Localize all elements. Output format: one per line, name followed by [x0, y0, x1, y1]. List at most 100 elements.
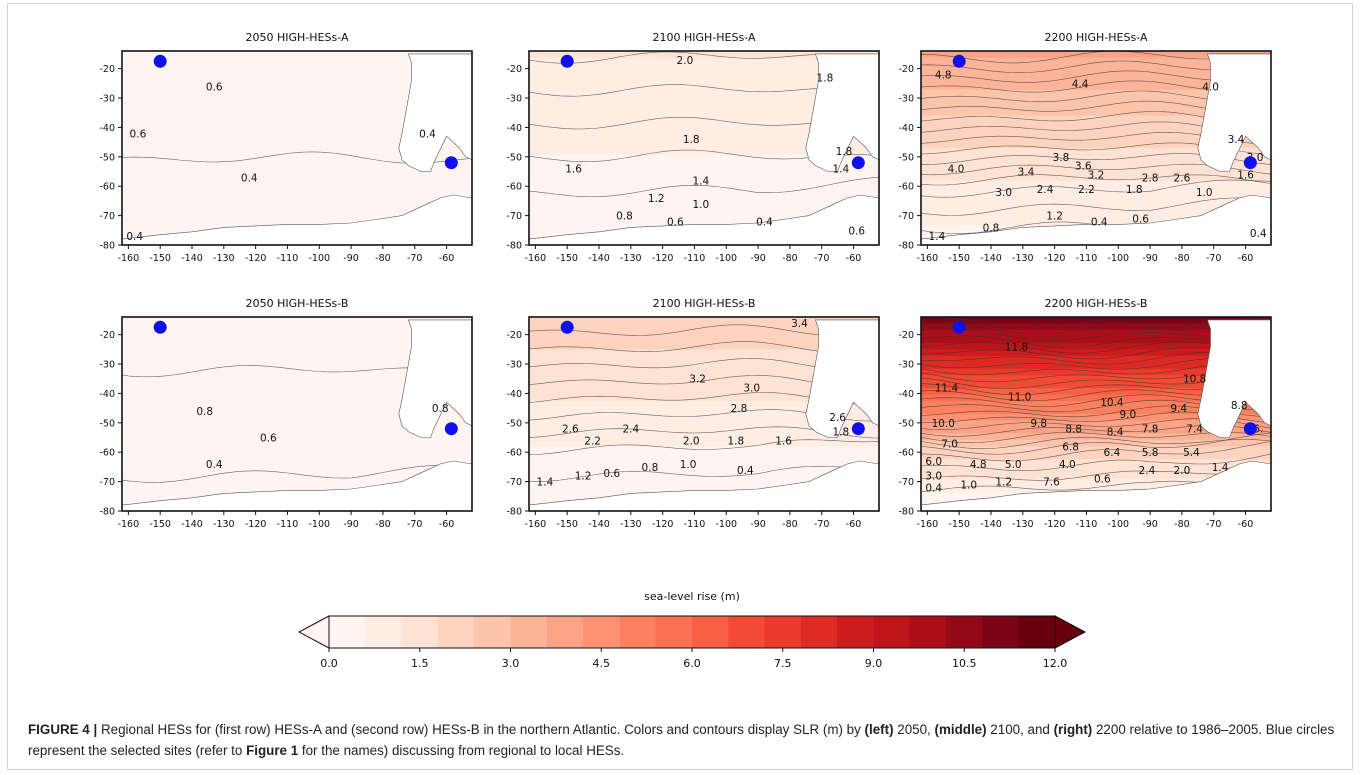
- y-tick-label: -40: [99, 123, 115, 134]
- sea-level-band: [122, 394, 472, 402]
- sea-level-band: [529, 452, 879, 460]
- contour-label: 0.6: [667, 216, 684, 228]
- sea-level-band: [529, 102, 879, 110]
- x-tick-label: -130: [213, 253, 235, 264]
- x-tick-label: -140: [181, 253, 203, 264]
- colorbar-swatch: [474, 616, 511, 648]
- y-tick-label: -60: [506, 448, 522, 459]
- colorbar-tick-label: 9.0: [865, 657, 883, 670]
- x-tick-label: -110: [684, 253, 706, 264]
- sea-level-band: [122, 199, 472, 207]
- x-tick-label: -110: [277, 519, 299, 530]
- x-tick-label: -150: [149, 519, 171, 530]
- south-america-land: [1197, 53, 1271, 172]
- sea-level-band: [529, 433, 879, 441]
- contour-label: 1.2: [575, 471, 592, 483]
- contour-line: [921, 432, 1271, 455]
- contour-label: 8.8: [1231, 400, 1248, 412]
- sea-level-band: [122, 478, 472, 486]
- contour-line: [529, 466, 879, 483]
- sea-level-band: [921, 219, 1271, 227]
- sea-level-band: [529, 478, 879, 486]
- contour-label: 6.: [1253, 424, 1263, 436]
- sea-level-band: [529, 96, 879, 104]
- x-tick-label: -70: [407, 519, 423, 530]
- sea-level-band: [921, 89, 1271, 97]
- sea-level-band: [921, 478, 1271, 486]
- x-tick-label: -80: [1174, 519, 1190, 530]
- y-tick-label: -40: [506, 389, 522, 400]
- sea-level-band: [122, 407, 472, 415]
- y-tick-label: -80: [99, 507, 115, 518]
- y-tick-label: -40: [99, 389, 115, 400]
- sea-level-band: [122, 63, 472, 71]
- contour-line: [921, 174, 1271, 186]
- y-tick-label: -30: [99, 94, 115, 105]
- contour-label: 10.4: [1100, 397, 1124, 409]
- sea-level-band: [921, 368, 1271, 376]
- panel-title: 2200 HIGH-HESs-A: [1045, 31, 1148, 44]
- contour-label: 1.4: [537, 477, 554, 489]
- site-marker: [1243, 156, 1257, 170]
- contour-label: 0.8: [983, 222, 1000, 234]
- y-tick-label: -40: [898, 123, 914, 134]
- colorbar-tick-label: 4.5: [593, 657, 611, 670]
- south-america-land: [398, 319, 472, 438]
- x-tick-label: -130: [620, 253, 642, 264]
- contour-label: 1.8: [817, 72, 834, 84]
- colorbar-tick-label: 7.5: [774, 657, 792, 670]
- sea-level-band: [122, 109, 472, 117]
- contour-label: 1.4: [832, 164, 849, 176]
- sea-level-band: [921, 180, 1271, 188]
- x-tick-label: -140: [181, 519, 203, 530]
- contour-line: [921, 179, 1271, 198]
- contour-label: 0.4: [1091, 216, 1108, 228]
- y-tick-label: -30: [99, 360, 115, 371]
- colorbar-swatch: [946, 616, 983, 648]
- contour-label: 9.4: [1170, 403, 1187, 415]
- contour-label: 1.4: [692, 175, 709, 187]
- contour-label: 8.8: [1065, 424, 1082, 436]
- contour-label: 2.4: [1139, 465, 1156, 477]
- sea-level-band: [529, 375, 879, 383]
- sea-level-band: [529, 388, 879, 396]
- y-tick-label: -50: [898, 152, 914, 163]
- contour-label: 2.0: [1174, 465, 1191, 477]
- sea-level-band: [122, 433, 472, 441]
- x-tick-label: -90: [343, 519, 359, 530]
- sea-level-band: [122, 375, 472, 383]
- contour-label: 4.4: [1072, 78, 1089, 90]
- contour-label: 1.8: [1126, 184, 1143, 196]
- sea-level-band: [921, 407, 1271, 415]
- contour-label: 5.0: [1005, 459, 1022, 471]
- caption-figure-ref: Figure 1: [246, 743, 299, 758]
- sea-level-band: [529, 115, 879, 123]
- contour-label: 6.4: [1104, 447, 1121, 459]
- south-america-land: [805, 319, 879, 438]
- sea-level-band: [122, 51, 472, 59]
- sea-level-band: [122, 323, 472, 331]
- colorbar-tick-label: 3.0: [502, 657, 520, 670]
- sea-level-band: [122, 128, 472, 136]
- colorbar-swatch: [692, 616, 729, 648]
- y-tick-label: -60: [898, 182, 914, 193]
- contour-label: 3.6: [1075, 161, 1092, 173]
- y-tick-label: -60: [898, 448, 914, 459]
- contour-label: 0.4: [419, 128, 436, 140]
- sea-level-band: [529, 173, 879, 181]
- y-tick-label: -30: [898, 360, 914, 371]
- panel-frame: [528, 316, 880, 512]
- sea-level-band: [122, 349, 472, 357]
- antarctica-land: [529, 194, 879, 245]
- x-tick-label: -160: [118, 253, 140, 264]
- sea-level-band: [921, 96, 1271, 104]
- sea-level-band: [529, 160, 879, 168]
- y-tick-label: -70: [99, 211, 115, 222]
- contour-label: 0.6: [1094, 474, 1111, 486]
- sea-level-band: [122, 141, 472, 149]
- sea-level-band: [122, 180, 472, 188]
- x-tick-label: -100: [1107, 253, 1129, 264]
- y-tick-label: -50: [99, 418, 115, 429]
- contour-label: 11.0: [1008, 391, 1031, 403]
- contour-label: 3.2: [689, 374, 706, 386]
